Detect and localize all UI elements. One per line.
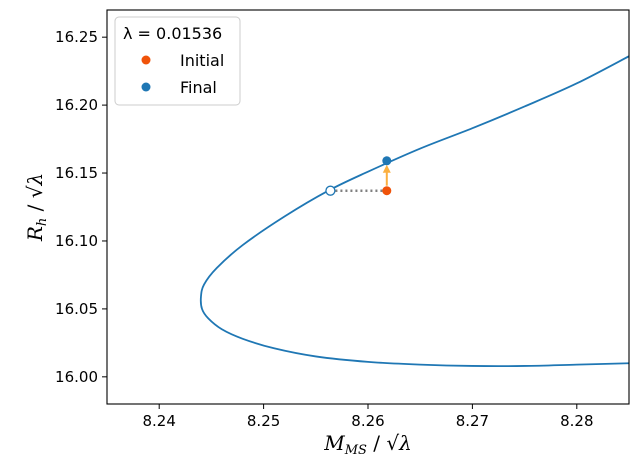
legend: λ = 0.01536 Initial Final	[114, 16, 241, 106]
initial-point	[382, 186, 392, 196]
x-axis-label-main: M	[323, 431, 345, 455]
y-axis-label-rest: / √	[23, 185, 47, 217]
axes-layer: 8.24 8.25 8.26 8.27 8.28 16.00 16.05 16.10 16.15…	[23, 9, 630, 458]
x-axis-label: MMS / √λ	[323, 431, 412, 458]
y-tick-label-5: 16.25	[55, 28, 98, 46]
x-axis-label-sub: MS	[344, 443, 367, 458]
series-line-0	[199, 55, 629, 368]
open-marker	[325, 185, 336, 196]
y-tick-label-1: 16.05	[55, 300, 98, 318]
x-tick-label-3: 8.27	[456, 412, 489, 430]
plot-layer	[199, 55, 629, 368]
x-tick-label-1: 8.25	[247, 412, 280, 430]
final-point	[382, 156, 392, 166]
legend-marker-1	[141, 82, 151, 92]
x-tick-label-2: 8.26	[351, 412, 384, 430]
legend-marker-0	[141, 55, 151, 65]
y-tick-label-0: 16.00	[55, 368, 98, 386]
x-tick-label-0: 8.24	[142, 412, 175, 430]
y-tick-label-4: 16.20	[55, 96, 98, 114]
y-axis-label-lambda: λ	[23, 173, 47, 187]
legend-label-0: Initial	[180, 51, 224, 70]
x-tick-label-4: 8.28	[560, 412, 593, 430]
arrow-head	[382, 164, 391, 173]
x-axis-label-rest: / √	[367, 431, 399, 455]
y-axis-label-main: R	[23, 226, 47, 242]
y-axis-label: Rh / √λ	[23, 173, 50, 242]
y-axis-label-sub: h	[35, 218, 50, 226]
x-axis-label-lambda: λ	[398, 431, 412, 455]
y-tick-label-3: 16.15	[55, 164, 98, 182]
y-tick-label-2: 16.10	[55, 232, 98, 250]
legend-label-1: Final	[180, 78, 217, 97]
legend-title: λ = 0.01536	[123, 24, 222, 43]
